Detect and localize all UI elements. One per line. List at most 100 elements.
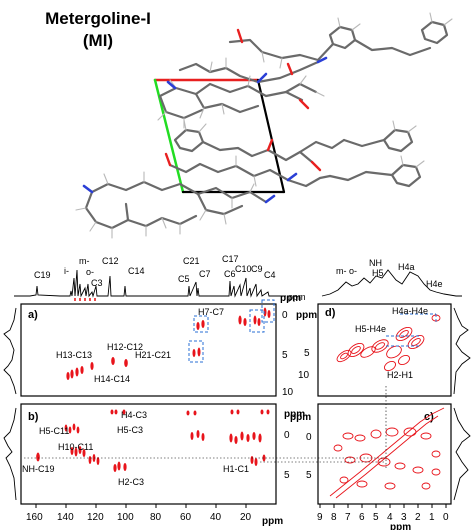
- label-h13-c13: H13-C13: [56, 350, 92, 360]
- tick-60: 60: [180, 512, 192, 523]
- axis-unit-c: ppm: [290, 412, 311, 423]
- tick-h-7: 7: [345, 512, 351, 523]
- peak-label-c9: C9: [251, 264, 263, 274]
- tick-20: 20: [240, 512, 252, 523]
- panel-b-side-projection: [3, 407, 17, 501]
- panel-b-vertical-axis: ppm 0 5: [284, 409, 305, 481]
- peak-label-i: i-: [64, 266, 69, 276]
- label-h4a-h4e: H4a-H4e: [392, 306, 428, 316]
- peak-label-c4: C4: [264, 270, 276, 280]
- panel-d-contours: [336, 314, 441, 372]
- axis-unit-bottom-left: ppm: [262, 516, 283, 527]
- tick-40: 40: [210, 512, 222, 523]
- tick-a-0: 0: [282, 310, 288, 321]
- unit-cell-edge-b: [153, 78, 185, 194]
- label-h4-c3: H4-C3: [121, 410, 147, 420]
- cross-guides: [24, 386, 387, 470]
- molecule-lower: [84, 128, 422, 230]
- tick-120: 120: [87, 512, 104, 523]
- peak-label-c12: C12: [102, 256, 119, 266]
- label-nh-c19: NH-C19: [22, 464, 55, 474]
- panel-a-highlight-boxes: [188, 299, 275, 363]
- label-h2-h1: H2-H1: [387, 370, 413, 380]
- label-h5-c3: H5-C3: [117, 425, 143, 435]
- carbon-1d-spectrum: C19 i- m- o- C3 C12 C14 C21 C5 C7 C17 C6…: [14, 254, 306, 302]
- tick-h-6: 6: [359, 512, 365, 523]
- panel-b-frame: [20, 403, 277, 505]
- peak-label-m: m-: [79, 256, 90, 266]
- label-h14-c14: H14-C14: [94, 374, 130, 384]
- panel-a-side-projection: [3, 307, 17, 395]
- tick-h-5: 5: [373, 512, 379, 523]
- proton-axis: 9 8 7 6 5 4 3 2 1 0 ppm: [317, 504, 449, 530]
- peak-label-c19: C19: [34, 270, 51, 280]
- tick-c-5: 5: [306, 470, 312, 481]
- tick-h-1: 1: [429, 512, 435, 523]
- label-h12-c12: H12-C12: [107, 342, 143, 352]
- tick-h-8: 8: [331, 512, 337, 523]
- peak-label-c6: C6: [224, 269, 236, 279]
- axis-unit-d: ppm: [296, 310, 317, 321]
- panel-d-side-projection: [453, 307, 471, 395]
- peak-label-o: o-: [86, 267, 94, 277]
- peak-label-m-o: m- o-: [336, 266, 357, 276]
- tick-c-0: 0: [306, 432, 312, 443]
- panel-a-frame: [20, 303, 277, 397]
- tick-80: 80: [150, 512, 162, 523]
- label-h1-c1: H1-C1: [223, 464, 249, 474]
- axis-unit-bottom-right: ppm: [390, 522, 411, 530]
- axis-unit-a: ppm: [280, 293, 301, 304]
- label-h5-h4e: H5-H4e: [355, 324, 386, 334]
- axis-unit-top-left: ppm: [288, 292, 306, 302]
- panel-label-a: a): [28, 309, 38, 321]
- unit-cell-edge: [256, 78, 286, 194]
- tick-h-3: 3: [401, 512, 407, 523]
- peak-label-c7: C7: [199, 269, 211, 279]
- tick-100: 100: [117, 512, 134, 523]
- tick-h-0: 0: [443, 512, 449, 523]
- peak-label-c5: C5: [178, 274, 190, 284]
- tick-d-5: 5: [304, 348, 310, 359]
- peak-label-c21: C21: [183, 256, 200, 266]
- panel-a-peaks: [66, 307, 271, 380]
- tick-h-9: 9: [317, 512, 323, 523]
- proton-1d-spectrum: m- o- NH H5 H4a H4e: [321, 258, 462, 297]
- figure-title: Metergoline-I (MI): [28, 8, 168, 52]
- label-h21-c21: H21-C21: [135, 350, 171, 360]
- panel-d-vertical-axis: ppm 5 10: [296, 310, 317, 381]
- label-h7-c7: H7-C7: [198, 307, 224, 317]
- tick-a-10: 10: [282, 387, 294, 398]
- label-h2-c3: H2-C3: [118, 477, 144, 487]
- panel-c-frame: [317, 403, 452, 505]
- panel-b-peaks: [36, 409, 270, 472]
- proton-spectrum-trace: [321, 269, 462, 297]
- tick-b-0: 0: [284, 430, 290, 441]
- peak-label-h5: H5: [372, 268, 384, 278]
- peak-label-h4e: H4e: [426, 279, 443, 289]
- peak-label-c10: C10: [235, 264, 252, 274]
- peak-label-c14: C14: [128, 266, 145, 276]
- crystal-structure: [75, 12, 453, 239]
- tick-h-4: 4: [387, 512, 393, 523]
- tick-160: 160: [26, 512, 43, 523]
- panel-label-b: b): [28, 411, 39, 423]
- panel-d-guides: [386, 313, 437, 347]
- tick-140: 140: [57, 512, 74, 523]
- title-line-1: Metergoline-I: [45, 9, 151, 28]
- axis-unit-b: ppm: [284, 409, 305, 420]
- title-line-2: (MI): [82, 31, 114, 50]
- tick-h-2: 2: [415, 512, 421, 523]
- label-h10-c11: H10-C11: [58, 442, 93, 452]
- tick-b-5: 5: [284, 470, 290, 481]
- carbon-axis: 160 140 120 100 80 60 40 20 ppm: [26, 504, 283, 527]
- panel-label-d: d): [325, 307, 336, 319]
- tick-d-10: 10: [298, 370, 310, 381]
- peak-label-h4a: H4a: [398, 262, 415, 272]
- panel-d-frame: [317, 303, 452, 397]
- panel-c-contours: [329, 407, 445, 499]
- tick-a-5: 5: [282, 350, 288, 361]
- peak-label-nh: NH: [369, 258, 382, 268]
- peak-label-c17: C17: [222, 254, 239, 264]
- panel-c-side-projection: [453, 407, 471, 501]
